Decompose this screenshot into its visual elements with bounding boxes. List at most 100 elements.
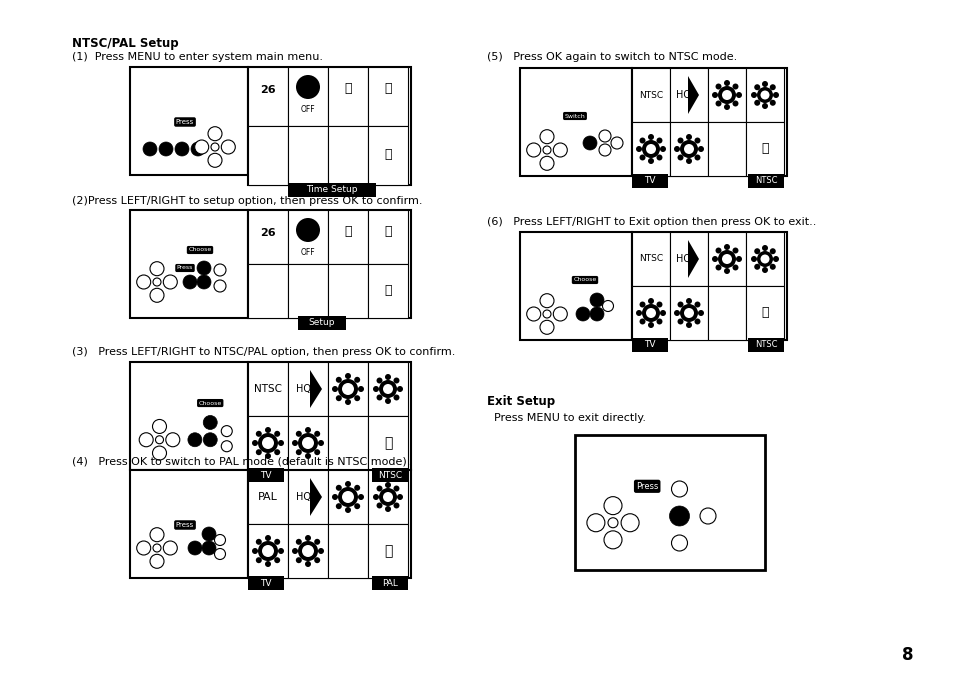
Circle shape bbox=[677, 302, 682, 308]
Bar bbox=[631, 286, 669, 340]
Circle shape bbox=[673, 310, 679, 316]
Circle shape bbox=[295, 431, 301, 437]
Circle shape bbox=[277, 440, 284, 446]
Circle shape bbox=[772, 92, 779, 98]
Circle shape bbox=[188, 433, 202, 447]
Bar bbox=[669, 68, 707, 122]
Text: NTSC/PAL Setup: NTSC/PAL Setup bbox=[71, 37, 178, 50]
Text: Press: Press bbox=[175, 119, 193, 125]
Bar bbox=[130, 67, 248, 175]
Circle shape bbox=[143, 142, 157, 156]
Circle shape bbox=[526, 307, 540, 321]
Circle shape bbox=[679, 140, 698, 158]
Bar bbox=[631, 232, 669, 286]
Circle shape bbox=[188, 541, 202, 555]
Text: 📷: 📷 bbox=[344, 82, 352, 95]
Text: NTSC: NTSC bbox=[639, 254, 662, 263]
Circle shape bbox=[357, 494, 364, 500]
Circle shape bbox=[213, 280, 226, 292]
Text: Press: Press bbox=[175, 522, 193, 528]
Bar bbox=[328, 210, 368, 264]
Circle shape bbox=[385, 506, 391, 512]
Circle shape bbox=[715, 265, 720, 271]
Circle shape bbox=[542, 146, 551, 154]
Circle shape bbox=[754, 84, 760, 90]
Circle shape bbox=[213, 264, 226, 276]
Circle shape bbox=[659, 146, 665, 152]
Bar bbox=[669, 122, 707, 176]
Circle shape bbox=[671, 535, 687, 551]
Circle shape bbox=[297, 433, 317, 453]
Circle shape bbox=[252, 440, 257, 446]
Text: PAL: PAL bbox=[258, 492, 277, 502]
Circle shape bbox=[159, 142, 172, 156]
Bar bbox=[631, 338, 667, 352]
Circle shape bbox=[636, 310, 641, 316]
Bar bbox=[631, 174, 667, 188]
Circle shape bbox=[274, 557, 280, 563]
Bar bbox=[669, 232, 707, 286]
Circle shape bbox=[345, 399, 351, 405]
Circle shape bbox=[723, 268, 729, 274]
Circle shape bbox=[677, 155, 682, 161]
Text: Setup: Setup bbox=[309, 319, 335, 327]
Bar bbox=[368, 67, 408, 126]
Circle shape bbox=[277, 548, 284, 554]
Text: TV: TV bbox=[260, 578, 272, 587]
Text: OFF: OFF bbox=[300, 105, 315, 114]
Circle shape bbox=[155, 436, 163, 443]
Circle shape bbox=[302, 545, 314, 557]
Text: (1)  Press MENU to enter system main menu.: (1) Press MENU to enter system main menu… bbox=[71, 52, 323, 62]
Bar bbox=[368, 126, 408, 185]
Text: Press MENU to exit directly.: Press MENU to exit directly. bbox=[486, 413, 645, 423]
Circle shape bbox=[314, 431, 320, 437]
Bar bbox=[328, 362, 368, 416]
Circle shape bbox=[553, 143, 567, 157]
Circle shape bbox=[335, 395, 341, 401]
Bar bbox=[747, 174, 783, 188]
Circle shape bbox=[589, 293, 603, 307]
Text: 🏃: 🏃 bbox=[760, 306, 768, 319]
Circle shape bbox=[735, 92, 741, 98]
Bar bbox=[130, 210, 248, 318]
Polygon shape bbox=[687, 240, 699, 278]
Circle shape bbox=[677, 138, 682, 144]
Text: TV: TV bbox=[643, 176, 655, 186]
Circle shape bbox=[265, 453, 271, 459]
Text: 🏃: 🏃 bbox=[384, 284, 392, 298]
Bar bbox=[368, 264, 408, 318]
Bar bbox=[707, 122, 745, 176]
Circle shape bbox=[754, 264, 760, 270]
Circle shape bbox=[603, 531, 621, 549]
Bar bbox=[288, 470, 328, 524]
Bar bbox=[707, 68, 745, 122]
Circle shape bbox=[208, 127, 222, 140]
Text: OFF: OFF bbox=[300, 248, 315, 257]
Circle shape bbox=[221, 140, 235, 154]
Circle shape bbox=[337, 487, 357, 507]
Circle shape bbox=[305, 427, 311, 433]
Circle shape bbox=[194, 140, 209, 154]
Circle shape bbox=[150, 528, 164, 542]
Circle shape bbox=[382, 384, 393, 394]
Circle shape bbox=[685, 322, 691, 328]
Circle shape bbox=[750, 92, 757, 98]
Text: PAL: PAL bbox=[381, 578, 397, 587]
Circle shape bbox=[373, 386, 378, 392]
Bar bbox=[631, 68, 786, 176]
Bar bbox=[248, 210, 411, 318]
Text: 🏃: 🏃 bbox=[383, 544, 392, 558]
Text: 26: 26 bbox=[260, 228, 275, 238]
Circle shape bbox=[761, 103, 767, 109]
Text: (5)   Press OK again to switch to NTSC mode.: (5) Press OK again to switch to NTSC mod… bbox=[486, 52, 737, 62]
Bar bbox=[248, 468, 284, 482]
Bar bbox=[248, 210, 288, 264]
Text: NTSC: NTSC bbox=[754, 176, 777, 186]
Circle shape bbox=[163, 275, 177, 289]
Circle shape bbox=[732, 265, 738, 271]
Circle shape bbox=[647, 298, 654, 304]
Bar bbox=[288, 524, 328, 578]
Circle shape bbox=[373, 494, 378, 500]
Text: TV: TV bbox=[643, 340, 655, 350]
Circle shape bbox=[354, 503, 360, 509]
